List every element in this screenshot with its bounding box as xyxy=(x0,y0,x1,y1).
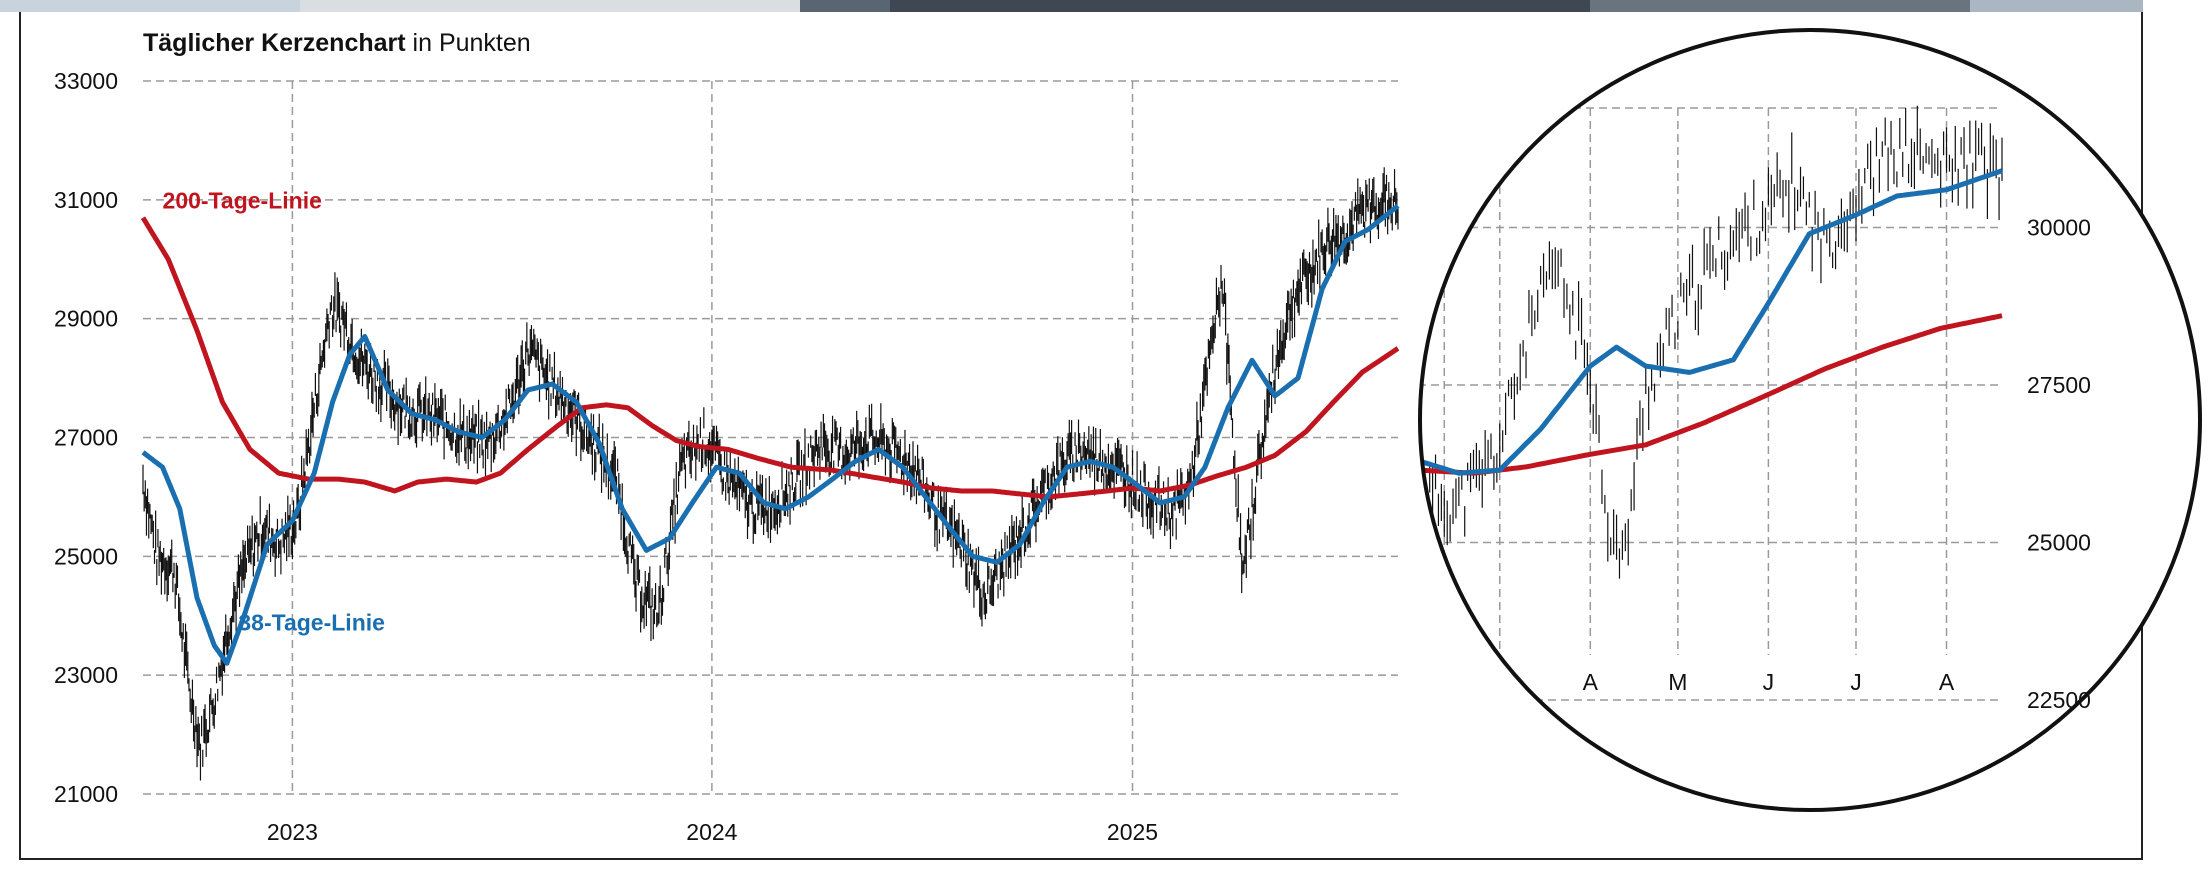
photo-strip xyxy=(0,0,2209,12)
moving-average-line xyxy=(140,216,1400,500)
moving-average-line xyxy=(141,203,1400,666)
x-tick-label: J xyxy=(1763,669,1775,695)
inset-candles xyxy=(1420,105,2003,579)
x-tick-label: A xyxy=(1939,669,1955,695)
moving-average-line xyxy=(1420,168,2003,476)
y-tick-label: 21000 xyxy=(54,781,118,807)
main-grid xyxy=(143,80,1398,795)
y-tick-label: 23000 xyxy=(54,662,118,688)
main-candles xyxy=(142,167,1399,781)
y-tick-label: 27000 xyxy=(54,425,118,451)
inset-circle xyxy=(1418,28,2202,812)
x-tick-label: 2023 xyxy=(267,819,318,845)
chart-title-rest: in Punkten xyxy=(406,29,531,57)
x-tick-label: 2025 xyxy=(1107,819,1158,845)
inset-lines xyxy=(1420,168,2003,476)
x-tick-label: J xyxy=(1850,669,1862,695)
chart-title-bold: Täglicher Kerzenchart xyxy=(143,29,406,57)
x-tick-label: M xyxy=(1490,669,1509,695)
y-tick-label: 25000 xyxy=(54,543,118,569)
x-tick-label: A xyxy=(1583,669,1599,695)
moving-average-line xyxy=(1420,313,2003,476)
main-lines xyxy=(140,203,1400,666)
chart-title: Täglicher Kerzenchart in Punkten xyxy=(143,29,531,57)
y-tick-label: 30000 xyxy=(2027,215,2091,241)
y-tick-label: 33000 xyxy=(54,68,118,94)
y-tick-label: 31000 xyxy=(54,187,118,213)
label-38-tage-linie: 38-Tage-Linie xyxy=(238,610,385,636)
y-tick-label: 29000 xyxy=(54,306,118,332)
x-tick-label: M xyxy=(1668,669,1687,695)
y-tick-label: 27500 xyxy=(2027,372,2091,398)
label-200-tage-linie: 200-Tage-Linie xyxy=(163,188,322,214)
x-tick-label: 2024 xyxy=(686,819,737,845)
y-tick-label: 25000 xyxy=(2027,530,2091,556)
main-axis-labels: 21000 23000 25000 27000 29000 31000 33000 2023 2… xyxy=(54,68,1158,845)
